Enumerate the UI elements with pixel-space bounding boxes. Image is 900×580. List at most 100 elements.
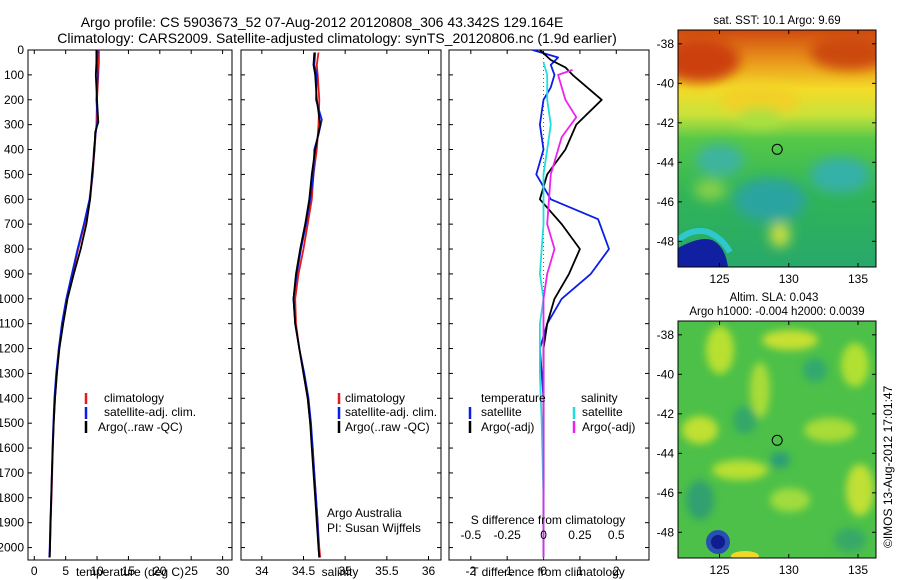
x-tick-label: -1 xyxy=(502,564,513,578)
x-tick-label: 30 xyxy=(216,564,230,578)
imos-timestamp: ©IMOS 13-Aug-2012 17:01:47 xyxy=(881,385,895,548)
map-lon-label: 135 xyxy=(848,272,868,286)
x-tick-label: 10 xyxy=(90,564,104,578)
legend-label-satellite: satellite-adj. clim. xyxy=(345,405,437,419)
map-lat-label: -48 xyxy=(657,525,675,539)
figure-title-line2: Climatology: CARS2009. Satellite-adjuste… xyxy=(57,30,617,46)
annotation-argo-australia: Argo Australia xyxy=(327,506,402,520)
depth-tick-label: 1600 xyxy=(0,441,24,455)
x-tick-label: 35.5 xyxy=(375,564,399,578)
sla-argo-location-marker xyxy=(771,434,783,446)
series-line-argo-raw-qc xyxy=(292,52,322,558)
legend-title-salinity: salinity xyxy=(581,391,618,405)
depth-tick-label: 1400 xyxy=(0,391,24,405)
difference-plot-area xyxy=(532,50,610,560)
x-tick-label: -2 xyxy=(465,564,476,578)
x-tick-label: 0 xyxy=(31,564,38,578)
map-lat-label: -40 xyxy=(657,367,675,381)
temperature-x-axis: 0 5 10 15 20 25 30 xyxy=(31,50,230,578)
sst-argo-location-marker xyxy=(771,143,783,155)
sla-map-frame xyxy=(677,320,877,559)
depth-tick-label: 1300 xyxy=(0,366,24,380)
temperature-axis-label: temperature (deg C) xyxy=(76,565,184,579)
map-lat-label: -42 xyxy=(657,116,675,130)
depth-tick-label: 1500 xyxy=(0,416,24,430)
legend-title-temperature: temperature xyxy=(481,391,546,405)
map-lat-label: -48 xyxy=(657,234,675,248)
map-lat-label: -38 xyxy=(657,328,675,342)
sla-map-title: Altim. SLA: 0.043 xyxy=(730,292,819,304)
s-difference-tick-label: -0.25 xyxy=(494,528,522,542)
legend-label-climatology: climatology xyxy=(345,391,405,405)
x-tick-label: 0 xyxy=(540,564,547,578)
x-tick-label: 20 xyxy=(153,564,167,578)
salinity-panel-frame xyxy=(240,49,442,561)
depth-tick-label: 300 xyxy=(4,118,24,132)
map-lat-label: -44 xyxy=(657,155,675,169)
temperature-plot-area xyxy=(48,50,100,558)
series-line-climatology xyxy=(294,52,322,558)
s-difference-tick-label: 0.25 xyxy=(568,528,592,542)
s-difference-tick-label: -0.5 xyxy=(460,528,481,542)
t-difference-axis-label: T difference from climatology xyxy=(471,565,625,579)
map-lat-label: -42 xyxy=(657,407,675,421)
figure-title-line1: Argo profile: CS 5903673_52 07-Aug-2012 … xyxy=(81,14,564,30)
annotation-pi-name: PI: Susan Wijffels xyxy=(327,521,421,535)
depth-tick-label: 1800 xyxy=(0,491,24,505)
series-line-s-satellite xyxy=(539,62,552,558)
s-difference-tick-label: 0.5 xyxy=(608,528,625,542)
x-tick-label: 25 xyxy=(185,564,199,578)
map-lat-label: -38 xyxy=(657,37,675,51)
map-lon-label: 125 xyxy=(710,272,730,286)
legend-label-t-argo: Argo(-adj) xyxy=(481,420,534,434)
depth-tick-label: 800 xyxy=(4,242,24,256)
x-tick-label: 1 xyxy=(577,564,584,578)
x-tick-label: 36 xyxy=(422,564,436,578)
difference-x-axis: -2 -1 0 1 2 xyxy=(465,50,620,578)
depth-tick-label: 0 xyxy=(17,43,24,57)
map-lon-label: 130 xyxy=(779,272,799,286)
map-lat-label: -44 xyxy=(657,446,675,460)
difference-legend: temperature salinity satellite Argo(-adj… xyxy=(468,391,635,434)
series-line-s-argo-adj xyxy=(542,69,578,558)
sla-heatmap xyxy=(678,321,876,558)
map-lon-label: 125 xyxy=(710,563,730,577)
sst-heatmap xyxy=(678,30,876,267)
legend-label-satellite: satellite-adj. clim. xyxy=(104,405,196,419)
sst-map-title: sat. SST: 10.1 Argo: 9.69 xyxy=(713,15,840,27)
depth-tick-label: 900 xyxy=(4,267,24,281)
map-lon-label: 130 xyxy=(779,563,799,577)
legend-label-argo: Argo(..raw -QC) xyxy=(98,420,183,434)
depth-axis: 0 100 200 300 400 500 600 700 800 900 1000 1100 1200… xyxy=(0,43,649,555)
depth-tick-label: 100 xyxy=(4,68,24,82)
sla-map-axes: 125 130 135 -38 -40 -42 -44 -46 -48 xyxy=(657,321,876,577)
depth-tick-label: 2000 xyxy=(0,541,24,555)
x-tick-label: 15 xyxy=(122,564,136,578)
x-tick-label: 2 xyxy=(613,564,620,578)
legend-label-s-satellite: satellite xyxy=(582,405,623,419)
s-difference-axis-label: S difference from climatology xyxy=(471,513,626,527)
sst-map-axes: 125 130 135 -38 -40 -42 -44 -46 -48 xyxy=(657,30,876,286)
s-difference-tick-labels: -0.5 -0.25 0 0.25 0.5 xyxy=(460,528,624,542)
legend-label-s-argo: Argo(-adj) xyxy=(582,420,635,434)
sla-map-subtitle: Argo h1000: -0.004 h2000: 0.0039 xyxy=(689,306,864,318)
series-line-argo-raw-qc xyxy=(48,50,100,558)
legend-label-t-satellite: satellite xyxy=(481,405,522,419)
sst-map-frame xyxy=(677,29,877,268)
x-tick-label: 34.5 xyxy=(292,564,316,578)
salinity-x-axis: 34 34.5 35 35.5 36 xyxy=(255,50,435,578)
temperature-legend: climatology satellite-adj. clim. Argo(..… xyxy=(84,391,196,434)
series-line-satellite-adj-clim xyxy=(48,50,99,558)
temperature-panel-frame xyxy=(27,49,233,561)
x-tick-label: 35 xyxy=(338,564,352,578)
map-lat-label: -40 xyxy=(657,76,675,90)
legend-label-argo: Argo(..raw -QC) xyxy=(345,420,430,434)
series-line-t-argo-adj xyxy=(539,50,603,558)
salinity-plot-area xyxy=(292,52,323,558)
salinity-axis-label: salinity xyxy=(322,565,359,579)
depth-tick-label: 1900 xyxy=(0,516,24,530)
depth-tick-label: 200 xyxy=(4,93,24,107)
depth-tick-label: 1000 xyxy=(0,292,24,306)
depth-tick-label: 600 xyxy=(4,192,24,206)
